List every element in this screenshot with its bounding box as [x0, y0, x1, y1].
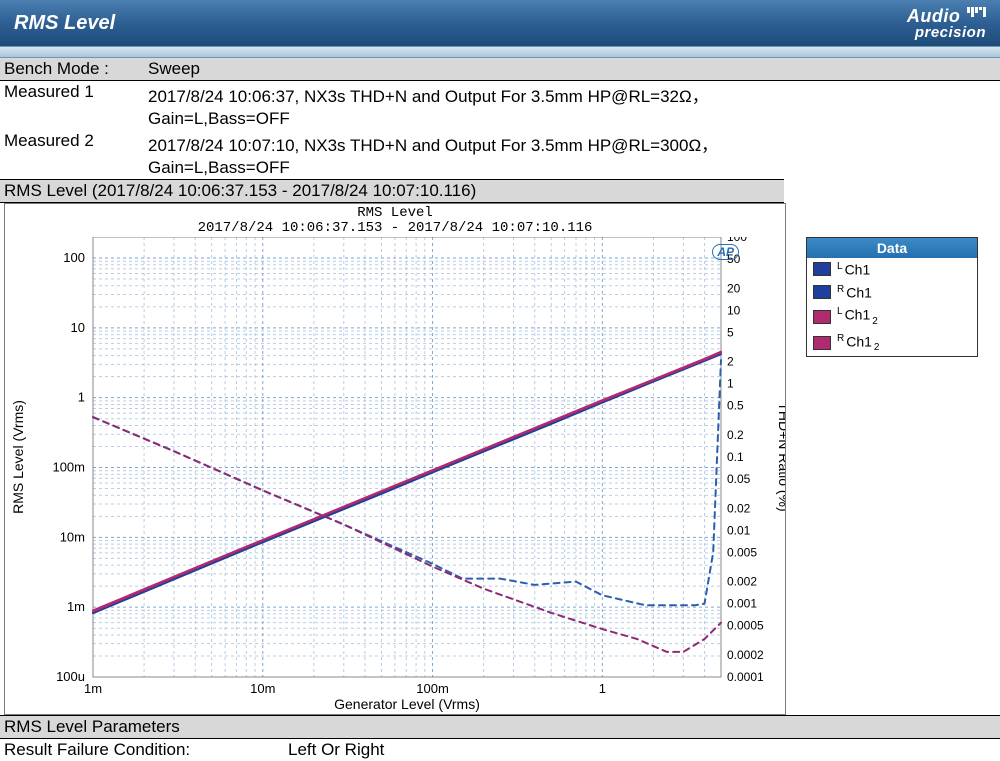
measured-row: Measured 12017/8/24 10:06:37, NX3s THD+N…: [0, 81, 1000, 108]
bench-mode-row: Bench Mode : Sweep: [0, 58, 1000, 81]
measured-row: Measured 22017/8/24 10:07:10, NX3s THD+N…: [0, 130, 1000, 157]
legend-panel: Data LCh1RCh1LCh12RCh12: [806, 237, 978, 357]
logo-bars-icon: [966, 7, 986, 20]
svg-text:0.001: 0.001: [727, 596, 757, 610]
chart-svg: 1m10m100m1100u1m10m100m1101000.00010.000…: [5, 237, 785, 713]
legend-item: RCh12: [807, 330, 977, 356]
svg-text:1: 1: [727, 376, 734, 390]
svg-text:10: 10: [727, 303, 741, 317]
measured-value-line2: Gain=L,Bass=OFF: [144, 158, 996, 178]
failure-condition-label: Result Failure Condition:: [4, 740, 284, 760]
svg-text:100: 100: [63, 250, 85, 265]
svg-text:10: 10: [71, 320, 85, 335]
svg-text:1: 1: [78, 389, 85, 404]
svg-text:1m: 1m: [84, 681, 102, 696]
svg-text:100m: 100m: [52, 459, 85, 474]
svg-text:THD+N Ratio (%): THD+N Ratio (%): [776, 402, 785, 511]
chart-titles: RMS Level 2017/8/24 10:06:37.153 - 2017/…: [5, 206, 785, 237]
legend-swatch-icon: [813, 285, 831, 299]
svg-text:100: 100: [727, 237, 747, 244]
svg-text:1: 1: [599, 681, 606, 696]
legend-item: LCh12: [807, 303, 977, 329]
measured-value-line1: 2017/8/24 10:06:37, NX3s THD+N and Outpu…: [144, 82, 996, 107]
measured-row-cont: Gain=L,Bass=OFF: [0, 157, 1000, 179]
legend-swatch-icon: [813, 262, 831, 276]
svg-text:1m: 1m: [67, 599, 85, 614]
svg-text:0.0002: 0.0002: [727, 648, 764, 662]
app-header: RMS Level Audio precision: [0, 0, 1000, 46]
svg-text:0.005: 0.005: [727, 545, 757, 559]
brand-logo: Audio precision: [907, 7, 986, 40]
measured-value-line2: Gain=L,Bass=OFF: [144, 109, 996, 129]
measured-label: Measured 2: [4, 131, 144, 156]
header-divider: [0, 46, 1000, 58]
legend-item: RCh1: [807, 281, 977, 304]
bench-mode-value: Sweep: [148, 59, 200, 78]
svg-text:0.01: 0.01: [727, 523, 751, 537]
failure-condition-row: Result Failure Condition: Left Or Right: [0, 739, 1000, 761]
svg-text:0.02: 0.02: [727, 501, 751, 515]
legend-swatch-icon: [813, 336, 831, 350]
ap-badge-icon: AP: [712, 244, 739, 260]
chart-title-2: 2017/8/24 10:06:37.153 - 2017/8/24 10:07…: [5, 221, 785, 236]
measured-row-cont: Gain=L,Bass=OFF: [0, 108, 1000, 130]
legend-header: Data: [807, 238, 977, 258]
measured-label: Measured 1: [4, 82, 144, 107]
svg-text:20: 20: [727, 281, 741, 295]
svg-text:0.002: 0.002: [727, 574, 757, 588]
svg-text:0.0001: 0.0001: [727, 670, 764, 684]
chart-panel: RMS Level 2017/8/24 10:06:37.153 - 2017/…: [4, 203, 786, 715]
chart-section-title: RMS Level (2017/8/24 10:06:37.153 - 2017…: [0, 179, 784, 203]
legend-item: LCh1: [807, 258, 977, 281]
svg-text:RMS Level (Vrms): RMS Level (Vrms): [10, 400, 26, 514]
bench-mode-label: Bench Mode :: [4, 59, 144, 79]
page-title: RMS Level: [14, 12, 115, 35]
svg-text:0.2: 0.2: [727, 428, 744, 442]
svg-text:0.0005: 0.0005: [727, 619, 764, 633]
svg-text:100u: 100u: [56, 669, 85, 684]
svg-text:2: 2: [727, 354, 734, 368]
params-section-title: RMS Level Parameters: [0, 715, 1000, 739]
svg-text:Generator Level (Vrms): Generator Level (Vrms): [334, 696, 480, 712]
svg-text:5: 5: [727, 325, 734, 339]
measured-value-line1: 2017/8/24 10:07:10, NX3s THD+N and Outpu…: [144, 131, 996, 156]
svg-text:0.5: 0.5: [727, 399, 744, 413]
svg-text:100m: 100m: [416, 681, 449, 696]
svg-text:10m: 10m: [60, 529, 85, 544]
svg-text:0.1: 0.1: [727, 450, 744, 464]
legend-swatch-icon: [813, 310, 831, 324]
svg-text:10m: 10m: [250, 681, 275, 696]
chart-title-1: RMS Level: [5, 206, 785, 221]
svg-text:0.05: 0.05: [727, 472, 751, 486]
